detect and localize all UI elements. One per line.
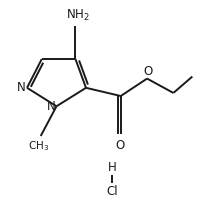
Text: H: H [108, 161, 117, 174]
Text: CH$_3$: CH$_3$ [28, 139, 49, 153]
Text: N: N [47, 100, 56, 113]
Text: N: N [17, 81, 26, 94]
Text: O: O [144, 65, 153, 78]
Text: NH$_2$: NH$_2$ [66, 8, 89, 23]
Text: Cl: Cl [106, 185, 118, 198]
Text: O: O [115, 139, 124, 152]
